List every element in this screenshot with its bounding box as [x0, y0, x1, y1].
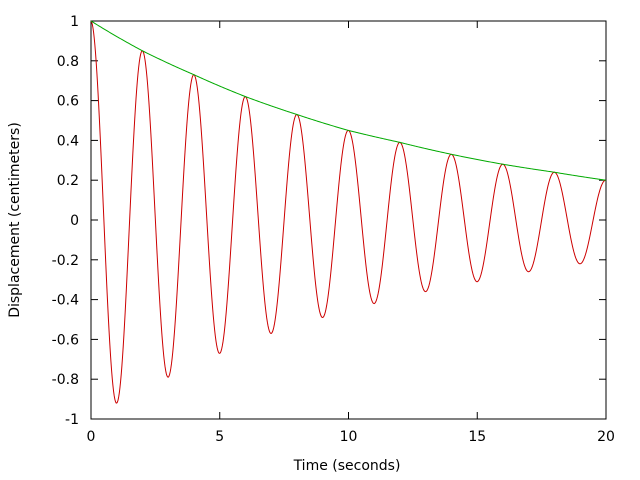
y-tick-label: -0.2	[52, 253, 79, 269]
y-tick-label: -1	[65, 412, 79, 428]
y-tick-label: -0.4	[52, 293, 79, 309]
y-tick-label: 1	[70, 14, 79, 30]
x-tick-label: 15	[468, 429, 486, 445]
y-tick-label: 0.6	[57, 94, 79, 110]
series-group	[90, 20, 607, 404]
x-tick-label: 0	[87, 429, 96, 445]
y-tick-label: -0.6	[52, 332, 79, 348]
tick-labels: 0 5 10 15 20 -1 -0.8 -0.6 -0.4 -0.2 0 0.2 0.4 0.6 0.8 1	[52, 14, 615, 445]
y-tick-label: 0.4	[57, 133, 79, 149]
x-axis-label: Time (seconds)	[293, 458, 401, 474]
x-tick-label: 10	[340, 429, 358, 445]
series-line-1	[90, 20, 607, 181]
y-axis-label: Displacement (centimeters)	[7, 122, 23, 318]
series-line-0	[90, 20, 607, 404]
x-tick-label: 20	[597, 429, 615, 445]
y-tick-label: 0	[70, 213, 79, 229]
plot-frame	[90, 20, 607, 420]
y-tick-label: 0.2	[57, 173, 79, 189]
y-tick-label: -0.8	[52, 372, 79, 388]
y-tick-label: 0.8	[57, 54, 79, 70]
x-tick-label: 5	[215, 429, 224, 445]
tick-marks	[90, 20, 607, 420]
